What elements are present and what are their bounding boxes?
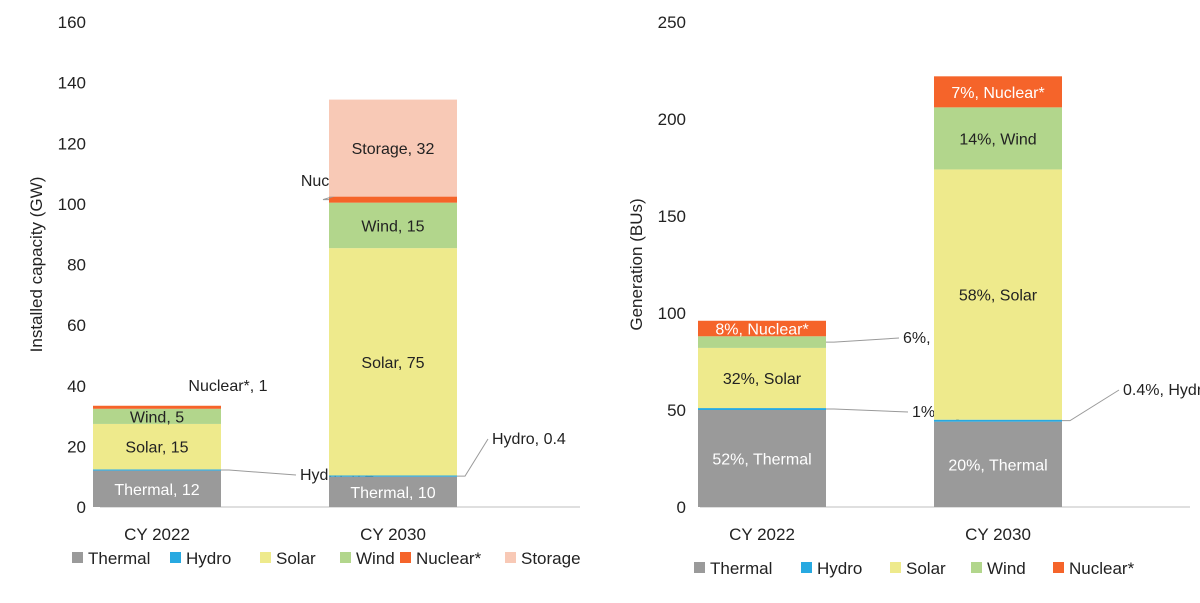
capacity-bar-cy-2030-nuclear	[329, 196, 457, 203]
capacity-legend-label-hydro: Hydro	[186, 549, 231, 568]
capacity-y-tick-label: 80	[67, 256, 86, 275]
capacity-y-tick-label: 120	[58, 134, 86, 153]
generation-data-label: 58%, Solar	[959, 288, 1038, 305]
generation-bar-cy-2022-wind	[698, 336, 826, 348]
capacity-legend-label-nuclear: Nuclear*	[416, 549, 482, 568]
generation-leader-line	[826, 337, 900, 343]
generation-leader-line	[826, 408, 909, 413]
generation-y-tick-label: 100	[658, 304, 686, 323]
capacity-y-tick-label: 140	[58, 74, 86, 93]
capacity-bar-cy-2022-hydro	[93, 469, 221, 471]
generation-bar-cy-2022-solar	[698, 347, 826, 409]
capacity-leader-line	[457, 438, 489, 477]
capacity-data-label: Wind, 5	[130, 409, 184, 426]
capacity-y-tick-label: 160	[58, 13, 86, 32]
generation-data-label: 7%, Nuclear*	[951, 85, 1044, 102]
generation-bar-cy-2030-hydro	[934, 419, 1062, 422]
generation-legend-swatch-solar	[890, 562, 901, 573]
generation-bar-cy-2022-nuclear	[698, 320, 826, 337]
generation-data-label: 14%, Wind	[959, 131, 1036, 148]
generation-data-label: 32%, Solar	[723, 371, 802, 388]
capacity-data-label: Storage, 32	[352, 141, 435, 158]
generation-y-tick-label: 0	[677, 498, 686, 517]
capacity-y-tick-label: 60	[67, 316, 86, 335]
capacity-y-tick-label: 20	[67, 437, 86, 456]
generation-bar-cy-2030-nuclear	[934, 76, 1062, 108]
capacity-bar-cy-2022-wind	[93, 408, 221, 424]
capacity-y-tick-label: 100	[58, 195, 86, 214]
capacity-legend-label-wind: Wind	[356, 549, 395, 568]
capacity-data-label: Thermal, 10	[350, 485, 435, 502]
generation-y-tick-label: 150	[658, 207, 686, 226]
capacity-bar-cy-2022-thermal	[93, 470, 221, 507]
generation-bar-cy-2030-solar	[934, 169, 1062, 420]
capacity-bar-cy-2030-storage	[329, 99, 457, 197]
generation-data-label: 8%, Nuclear*	[715, 322, 808, 339]
generation-chart: 0 50 100 150 200 250 Generation (BUs) CY 2022 CY…	[627, 13, 1200, 578]
capacity-x-tick-label: CY 2022	[124, 525, 190, 544]
capacity-data-label: Hydro, 0.4	[492, 431, 566, 448]
generation-legend-label-nuclear: Nuclear*	[1069, 559, 1135, 578]
generation-y-tick-label: 50	[667, 401, 686, 420]
generation-data-label: 52%, Thermal	[712, 452, 811, 469]
capacity-bar-cy-2030-solar	[329, 248, 457, 476]
generation-legend-label-thermal: Thermal	[710, 559, 772, 578]
capacity-legend-swatch-storage	[505, 552, 516, 563]
capacity-bar-cy-2030-thermal	[329, 476, 457, 507]
generation-leader-line	[1062, 389, 1120, 422]
generation-y-tick-label: 250	[658, 13, 686, 32]
generation-y-tick-label: 200	[658, 110, 686, 129]
generation-bar-cy-2022-thermal	[698, 410, 826, 507]
capacity-data-label: Nuclear*, 1	[188, 378, 267, 395]
generation-legend-swatch-thermal	[694, 562, 705, 573]
generation-data-label: 0.4%, Hydro	[1123, 382, 1200, 399]
generation-legend-swatch-hydro	[801, 562, 812, 573]
capacity-legend-label-thermal: Thermal	[88, 549, 150, 568]
capacity-data-label: Solar, 75	[361, 355, 424, 372]
capacity-leader-line	[221, 469, 297, 476]
capacity-y-axis-title: Installed capacity (GW)	[27, 177, 46, 353]
capacity-data-label: Wind, 15	[361, 218, 424, 235]
generation-legend-label-hydro: Hydro	[817, 559, 862, 578]
capacity-legend-swatch-thermal	[72, 552, 83, 563]
capacity-y-tick-label: 40	[67, 377, 86, 396]
capacity-legend-swatch-nuclear	[400, 552, 411, 563]
capacity-x-tick-label: CY 2030	[360, 525, 426, 544]
generation-y-axis-title: Generation (BUs)	[627, 198, 646, 330]
capacity-data-label: Solar, 15	[125, 440, 188, 457]
generation-x-tick-label: CY 2022	[729, 525, 795, 544]
capacity-legend-label-storage: Storage	[521, 549, 581, 568]
capacity-data-label: Thermal, 12	[114, 482, 199, 499]
capacity-chart: 0 20 40 60 80 100 120 140 160 Installed capacity …	[27, 13, 581, 568]
capacity-y-tick-label: 0	[77, 498, 86, 517]
capacity-legend-swatch-wind	[340, 552, 351, 563]
capacity-legend-swatch-hydro	[170, 552, 181, 563]
capacity-bar-cy-2030-wind	[329, 202, 457, 249]
generation-x-tick-label: CY 2030	[965, 525, 1031, 544]
generation-bar-cy-2030-wind	[934, 107, 1062, 170]
capacity-legend-label-solar: Solar	[276, 549, 316, 568]
capacity-bar-cy-2030-hydro	[329, 475, 457, 477]
capacity-bar-cy-2022-nuclear	[93, 405, 221, 409]
capacity-bar-cy-2022-solar	[93, 423, 221, 470]
capacity-legend-swatch-solar	[260, 552, 271, 563]
generation-bar-cy-2030-thermal	[934, 421, 1062, 507]
generation-legend-label-solar: Solar	[906, 559, 946, 578]
generation-legend-swatch-wind	[971, 562, 982, 573]
generation-bar-cy-2022-hydro	[698, 408, 826, 410]
generation-data-label: 20%, Thermal	[948, 457, 1047, 474]
generation-legend-label-wind: Wind	[987, 559, 1026, 578]
generation-legend-swatch-nuclear	[1053, 562, 1064, 573]
